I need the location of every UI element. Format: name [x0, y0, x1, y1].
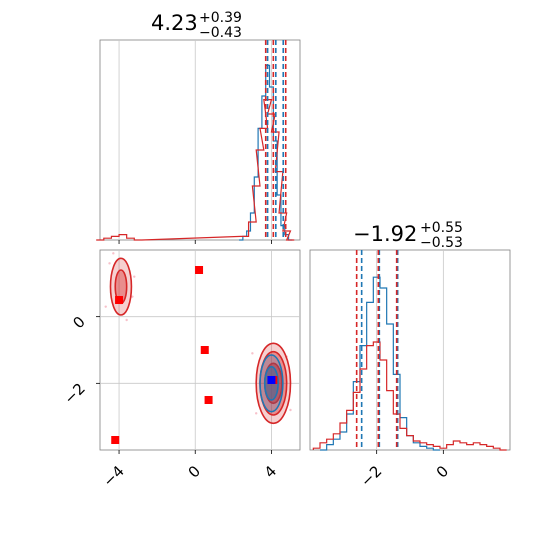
- pj-xtick-label-1: 0: [185, 462, 204, 481]
- panel-marginal-2-grid: [376, 250, 444, 450]
- title-1-value: 4.23: [151, 11, 198, 35]
- pj-xtick-label-2: 4: [261, 462, 280, 481]
- pj-xtick-label-0: −4: [100, 462, 128, 490]
- panel-marginal-2-quantiles: [355, 250, 399, 450]
- panel-joint-markers: [111, 266, 278, 444]
- panel-marginal-2-frame: [309, 249, 511, 451]
- panel-marginal-1-title: 4.23 +0.39 −0.43: [151, 10, 242, 41]
- pj-outlier-point-8: [254, 412, 258, 415]
- pj-red-marker-2: [204, 396, 213, 404]
- panel-marginal-1: 4.23 +0.39 −0.43: [96, 10, 301, 241]
- p2-xtick-label-0: −2: [357, 462, 385, 490]
- pj-outlier-point-2: [104, 305, 107, 308]
- pj-red-marker-4: [111, 436, 120, 444]
- title-2-plus: +0.55: [420, 220, 463, 236]
- pj-outlier-point-1: [133, 275, 136, 278]
- pj-outlier-point-0: [108, 262, 111, 265]
- panel-marginal-2: −2 0 −1.92 +0.55 −0.53: [309, 220, 511, 490]
- panel-joint-grid: [100, 250, 300, 450]
- pj-outlier-point-7: [289, 408, 292, 412]
- pj-red-marker-0: [195, 266, 204, 274]
- panel-marginal-2-xtick-labels: −2 0: [357, 462, 452, 490]
- pj-ytick-label-1: 0: [69, 313, 88, 332]
- panel-marginal-2-title: −1.92 +0.55 −0.53: [353, 220, 463, 251]
- panel-marginal-1-grid: [118, 40, 272, 240]
- panel-joint: −4 0 4 −2 0: [60, 249, 301, 490]
- pj-outlier-point-3: [125, 318, 128, 322]
- title-1-plus: +0.39: [199, 10, 242, 26]
- pj-red-marker-1: [200, 346, 209, 354]
- pj-red-marker-3: [115, 296, 124, 304]
- panel-joint-ytick-labels: −2 0: [60, 313, 88, 408]
- pj-outlier-point-5: [131, 295, 134, 298]
- title-2-value: −1.92: [353, 222, 417, 246]
- panel-joint-frame: [99, 249, 301, 451]
- panel-marginal-1-frame: [99, 39, 301, 241]
- title-2-minus: −0.53: [420, 235, 463, 251]
- p2-histogram-series-1: [312, 341, 507, 451]
- title-1-minus: −0.43: [199, 25, 242, 41]
- tick-marks: [96, 240, 444, 454]
- panel-marginal-1-quantiles: [264, 40, 287, 240]
- panel-joint-xtick-labels: −4 0 4: [100, 462, 281, 490]
- pj-ytick-label-0: −2: [60, 379, 88, 407]
- p2-xtick-label-1: 0: [433, 462, 452, 481]
- pj-outlier-point-6: [251, 352, 254, 355]
- pj-blue-marker-0: [267, 376, 276, 384]
- p1-histogram-series-1: [96, 99, 295, 241]
- pj-outlier-point-4: [112, 252, 115, 255]
